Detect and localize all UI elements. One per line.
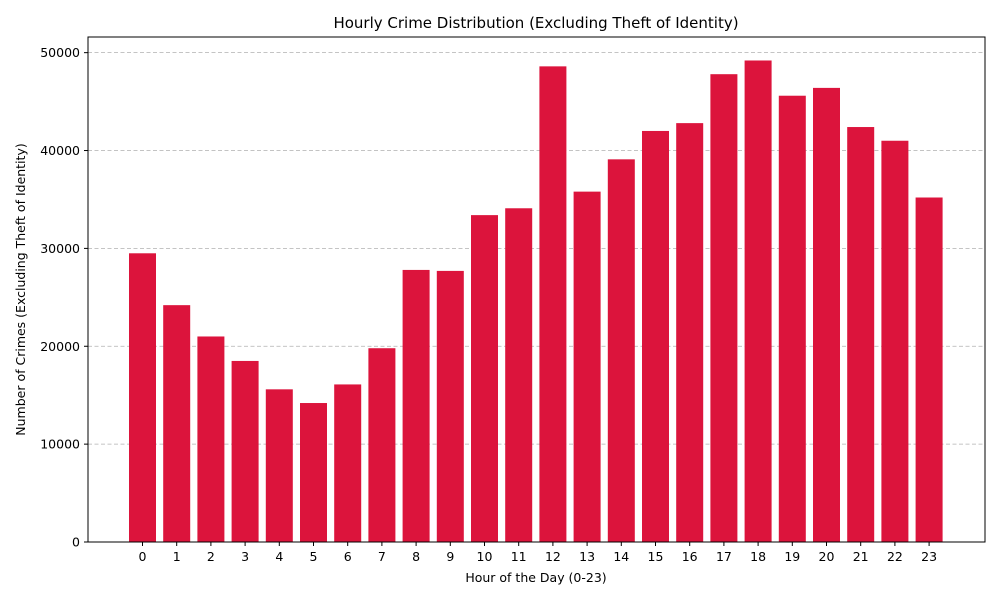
bar-hour-5: [300, 403, 327, 542]
x-tick-label: 4: [275, 549, 283, 564]
y-tick-label: 20000: [40, 339, 80, 354]
y-tick-label: 30000: [40, 241, 80, 256]
x-tick-label: 23: [921, 549, 937, 564]
x-tick-label: 13: [579, 549, 595, 564]
x-tick-label: 22: [887, 549, 903, 564]
bar-hour-8: [402, 269, 430, 542]
x-tick-label: 2: [207, 549, 215, 564]
bar-hour-12: [539, 66, 567, 542]
x-tick-label: 18: [750, 549, 766, 564]
x-tick-label: 20: [819, 549, 835, 564]
x-tick-label: 19: [784, 549, 800, 564]
bar-hour-7: [368, 348, 396, 542]
bar-hour-3: [231, 360, 259, 542]
x-tick-label: 10: [477, 549, 493, 564]
x-tick-label: 17: [716, 549, 732, 564]
bar-hour-15: [642, 130, 669, 542]
x-tick-label: 1: [173, 549, 181, 564]
bar-hour-6: [334, 384, 362, 542]
bar-hour-17: [710, 74, 738, 542]
x-tick-label: 15: [648, 549, 664, 564]
bar-hour-20: [813, 87, 840, 542]
bar-hour-23: [915, 197, 943, 542]
x-tick-label: 12: [545, 549, 561, 564]
y-axis-label: Number of Crimes (Excluding Theft of Ide…: [13, 143, 28, 435]
x-tick-label: 14: [613, 549, 629, 564]
bar-hour-18: [744, 60, 772, 542]
bar-hour-1: [163, 305, 191, 542]
x-axis-label: Hour of the Day (0-23): [465, 570, 606, 585]
bar-hour-9: [436, 270, 464, 542]
y-tick-label: 10000: [40, 437, 80, 452]
bar-hour-2: [197, 336, 225, 542]
bar-hour-21: [847, 127, 875, 542]
plot-frame: [87, 36, 986, 543]
bar-hour-14: [607, 159, 635, 542]
chart-title: Hourly Crime Distribution (Excluding The…: [333, 14, 738, 32]
bar-hour-0: [129, 253, 156, 542]
x-tick-label: 5: [310, 549, 318, 564]
x-tick-label: 3: [241, 549, 249, 564]
x-tick-label: 7: [378, 549, 386, 564]
bar-hour-10: [471, 215, 498, 542]
axes: [87, 36, 986, 543]
x-tick-label: 21: [853, 549, 869, 564]
x-ticks: 0 1 2 3 4 5 6 7 8 9 10 11 12 13 14 15 16 17 18 19 20 21 22 23: [139, 542, 937, 564]
x-tick-label: 6: [344, 549, 352, 564]
x-tick-label: 9: [446, 549, 454, 564]
y-tick-label: 0: [72, 535, 80, 550]
y-tick-label: 40000: [40, 143, 80, 158]
x-tick-label: 8: [412, 549, 420, 564]
x-tick-label: 0: [139, 549, 147, 564]
x-tick-label: 16: [682, 549, 698, 564]
bars: [129, 60, 943, 543]
bar-hour-22: [881, 140, 909, 543]
bar-hour-11: [505, 208, 533, 542]
bar-hour-19: [778, 95, 806, 542]
bar-hour-16: [676, 123, 704, 543]
bar-hour-4: [265, 389, 293, 542]
bar-hour-13: [573, 191, 601, 543]
x-tick-label: 11: [511, 549, 527, 564]
y-tick-label: 50000: [40, 45, 80, 60]
y-ticks: 0 10000 20000 30000 40000 50000: [40, 45, 88, 550]
